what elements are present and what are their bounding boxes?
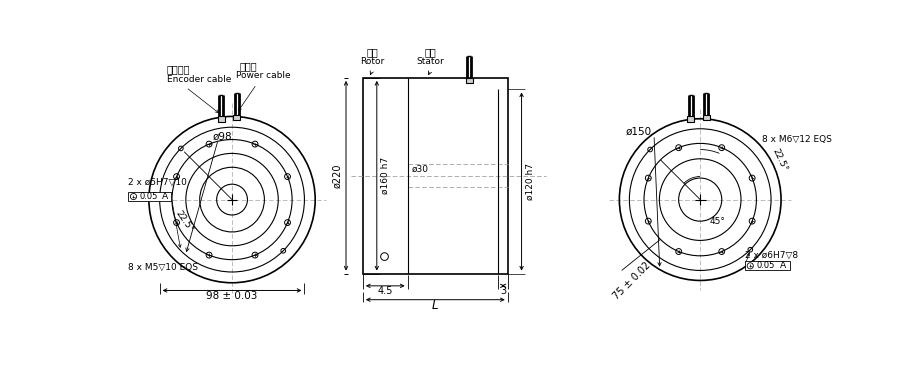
Text: A: A [779, 261, 786, 270]
Bar [363, 78, 508, 274]
Text: 0.05: 0.05 [757, 261, 775, 270]
Text: 3: 3 [500, 286, 506, 296]
Text: ø98: ø98 [213, 131, 233, 141]
Text: L: L [432, 299, 438, 312]
Text: Power cable: Power cable [236, 71, 290, 80]
Text: Encoder cable: Encoder cable [167, 75, 231, 84]
Text: 编码器线: 编码器线 [167, 65, 190, 74]
Text: Rotor: Rotor [360, 57, 384, 66]
Text: 22.5°: 22.5° [173, 209, 195, 234]
Text: 8 x M5▽10 EQS: 8 x M5▽10 EQS [128, 263, 198, 272]
Text: 2 x ø6H7▽8: 2 x ø6H7▽8 [745, 250, 798, 260]
Text: 4.5: 4.5 [378, 286, 393, 296]
Bar [745, 261, 789, 271]
Bar [234, 115, 240, 120]
Bar [128, 192, 171, 201]
Text: ø220: ø220 [332, 163, 342, 188]
Text: 45°: 45° [710, 217, 725, 226]
Text: 0.05: 0.05 [140, 192, 158, 201]
Text: 动力线: 动力线 [240, 61, 257, 71]
Text: 98 ± 0.03: 98 ± 0.03 [207, 291, 258, 301]
Text: A: A [162, 192, 168, 201]
Text: ø160 h7: ø160 h7 [381, 157, 390, 194]
Bar [465, 78, 473, 83]
Text: 75 ± 0.02: 75 ± 0.02 [612, 260, 653, 301]
Text: 2 x ø5H7▽10: 2 x ø5H7▽10 [128, 178, 187, 187]
Text: 8 x M6▽12 EQS: 8 x M6▽12 EQS [762, 135, 832, 144]
Text: Stator: Stator [417, 57, 445, 66]
Bar [703, 115, 710, 120]
Bar [217, 116, 225, 122]
Text: 定子: 定子 [425, 47, 437, 57]
Text: 22.5°: 22.5° [771, 147, 789, 173]
Text: ø150: ø150 [626, 127, 651, 137]
Text: ø120 h7: ø120 h7 [525, 163, 534, 200]
Text: 转子: 转子 [366, 47, 378, 57]
Text: ø30: ø30 [411, 165, 428, 173]
Bar [687, 116, 695, 122]
